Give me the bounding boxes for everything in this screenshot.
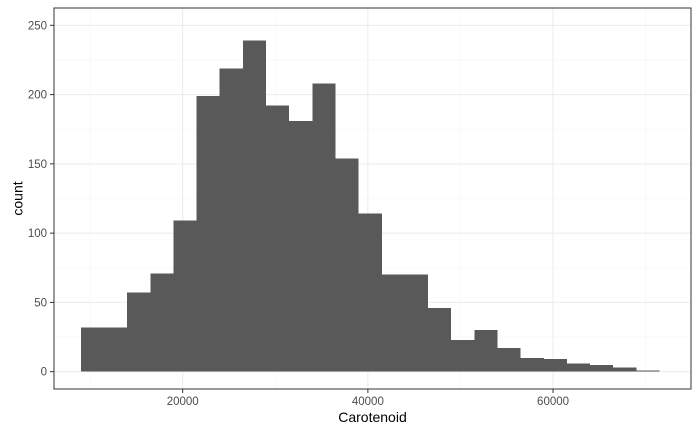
y-tick-label: 250 (28, 20, 47, 32)
histogram-bar (335, 158, 359, 372)
panel-border (53, 7, 692, 390)
histogram-bars (80, 40, 660, 372)
y-tick-label: 150 (28, 159, 47, 171)
histogram-bar (613, 367, 637, 372)
histogram-bar (590, 364, 614, 372)
histogram-bar (219, 68, 243, 372)
histogram-bar (428, 307, 452, 372)
histogram-bar (358, 213, 382, 372)
histogram-bar (196, 95, 220, 372)
histogram-bar (566, 363, 591, 372)
histogram-bar (404, 274, 429, 372)
y-axis-ticks: 0 50 100 150 200 250 (28, 20, 54, 379)
x-tick-label: 20000 (167, 396, 199, 408)
histogram-bar (381, 274, 405, 372)
histogram-bar (636, 370, 660, 372)
histogram-bar (312, 83, 336, 372)
histogram-bar (242, 40, 267, 372)
y-tick-label: 200 (28, 90, 47, 102)
histogram-bar (543, 359, 567, 372)
histogram-bar (474, 330, 498, 372)
histogram-bar (266, 105, 290, 372)
y-tick-label: 100 (28, 228, 47, 240)
x-axis-title: Carotenoid (338, 409, 407, 425)
histogram-bar (127, 292, 151, 372)
histogram-bar (289, 120, 313, 372)
histogram-bar (520, 357, 544, 372)
histogram-bar (150, 273, 174, 372)
y-axis-title: count (10, 181, 26, 215)
y-tick-label: 50 (34, 297, 47, 309)
histogram-bar (173, 220, 197, 372)
histogram-bar (80, 327, 104, 372)
x-tick-label: 40000 (352, 396, 384, 408)
histogram-bar (103, 327, 128, 372)
histogram-bar (497, 348, 521, 372)
x-tick-label: 60000 (537, 396, 569, 408)
histogram-bar (451, 339, 475, 372)
x-axis-ticks: 20000 40000 60000 (167, 389, 569, 408)
y-tick-label: 0 (41, 367, 47, 379)
